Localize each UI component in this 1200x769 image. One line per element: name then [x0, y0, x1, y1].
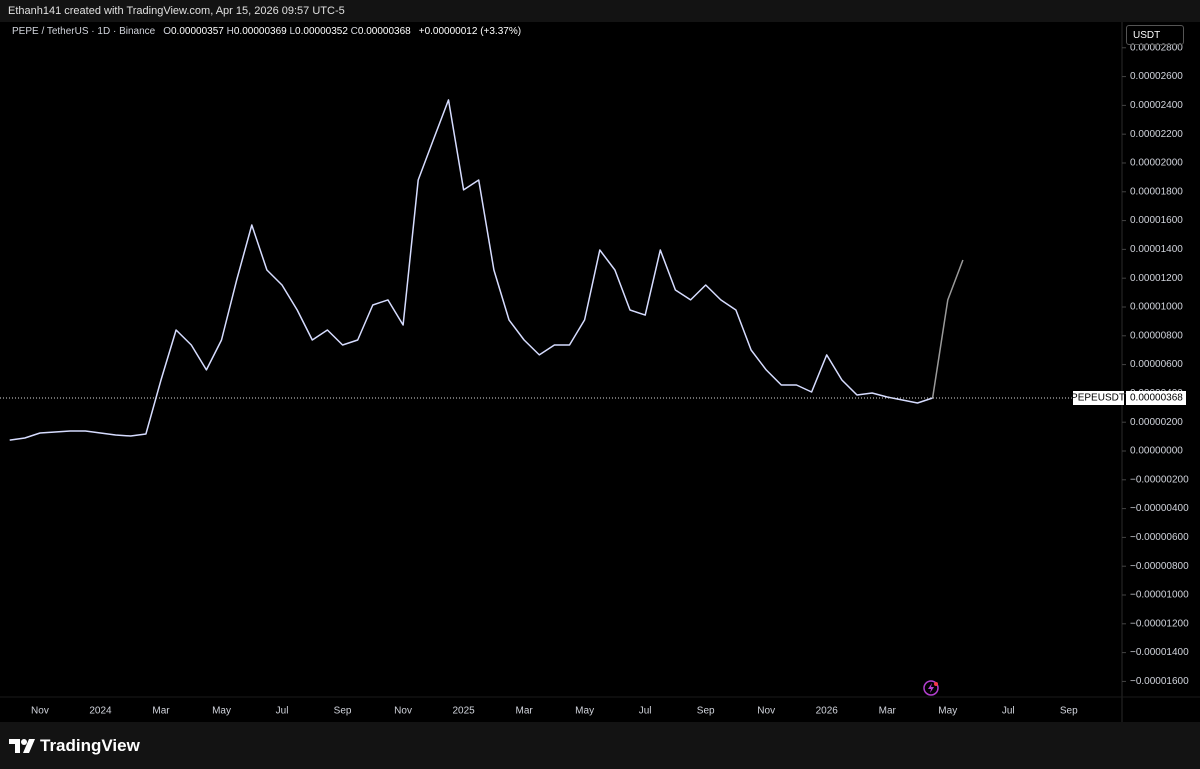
ohlc-key: L	[289, 26, 296, 37]
logo	[9, 739, 35, 753]
x-tick-label: Jul	[276, 706, 289, 717]
last-price-box	[1126, 391, 1186, 406]
symbol: PEPE / TetherUS · 1D · Binance	[12, 26, 156, 37]
x-tick-label: 2025	[452, 706, 475, 717]
x-tick-label: Mar	[516, 706, 534, 717]
y-tick-label: 0.00001600	[1130, 215, 1183, 226]
x-tick-label: Jul	[1002, 706, 1015, 717]
ohlc-value: 0.00000368	[357, 26, 411, 37]
x-tick-label: Jul	[639, 706, 652, 717]
y-tick-label: 0.00000600	[1130, 359, 1183, 370]
ohlc: O0.00000357 H0.00000369 L0.00000352 C0.0…	[163, 26, 411, 37]
y-tick-label: −0.00001600	[1130, 676, 1189, 687]
footer: TradingView	[0, 722, 1200, 769]
y-tick-label: −0.00000400	[1130, 503, 1189, 514]
x-tick-label: Nov	[31, 706, 49, 717]
y-tick-label: 0.00001800	[1130, 186, 1183, 197]
y-tick-label: 0.00001200	[1130, 273, 1183, 284]
x-tick-label: Mar	[152, 706, 170, 717]
x-tick-label: Nov	[394, 706, 412, 717]
x-tick-label: Sep	[1060, 706, 1078, 717]
y-tick-label: 0.00000200	[1130, 417, 1183, 428]
x-tick-label: May	[575, 706, 594, 717]
y-tick-label: −0.00000600	[1130, 532, 1189, 543]
y-tick-label: 0.00002600	[1130, 71, 1183, 82]
y-tick-label: 0.00000800	[1130, 330, 1183, 341]
y-tick-label: −0.00000800	[1130, 561, 1189, 572]
brand: TradingView	[40, 736, 140, 755]
x-tick-label: 2026	[816, 706, 839, 717]
x-tick-label: Mar	[879, 706, 897, 717]
ohlc-key: H	[226, 26, 234, 37]
x-tick-label: 2024	[89, 706, 112, 717]
price-line	[931, 259, 964, 399]
ohlc-key: C	[350, 26, 358, 37]
ohlc-value: 0.00000357	[171, 26, 224, 37]
symbol-label-box	[1073, 391, 1124, 406]
currency-button[interactable]: USDT	[1126, 25, 1184, 45]
y-tick-label: −0.00001400	[1130, 647, 1189, 658]
y-tick-label: −0.00001200	[1130, 618, 1189, 629]
ohlc-key: O	[163, 26, 171, 37]
x-tick-label: May	[212, 706, 231, 717]
y-tick-label: 0.00002200	[1130, 129, 1183, 140]
y-tick-label: −0.00001000	[1130, 590, 1189, 601]
y-tick-label: 0.00002800	[1130, 42, 1183, 53]
price-line	[9, 99, 933, 441]
header: Ethanh141 created with TradingView.com, …	[0, 0, 1200, 22]
snap-icon	[923, 680, 939, 696]
change: +0.00000012 (+3.37%)	[418, 26, 522, 37]
x-tick-label: Sep	[697, 706, 715, 717]
chart: 0.00002800 0.00002600 0.00002400 0.00002200…	[0, 22, 1200, 722]
y-tick-label: 0.00002400	[1130, 100, 1183, 111]
symbol-label: PEPEUSDT	[1071, 393, 1125, 404]
x-tick-label: Sep	[334, 706, 352, 717]
y-tick-label: 0.00001000	[1130, 302, 1183, 313]
ohlc-value: 0.00000369	[233, 26, 287, 37]
x-tick-label: May	[938, 706, 957, 717]
x-tick-label: Nov	[757, 706, 775, 717]
last-price-label: 0.00000368	[1130, 393, 1183, 404]
chart-background	[0, 22, 1200, 722]
y-tick-label: 0.00001400	[1130, 244, 1183, 255]
legend: PEPE / TetherUS · 1D · Binance O0.000003…	[12, 26, 521, 37]
y-tick-label: 0.00000000	[1130, 446, 1183, 457]
y-tick-label: −0.00000200	[1130, 474, 1189, 485]
y-tick-label: 0.00002000	[1130, 158, 1183, 169]
ohlc-value: 0.00000352	[295, 26, 348, 37]
